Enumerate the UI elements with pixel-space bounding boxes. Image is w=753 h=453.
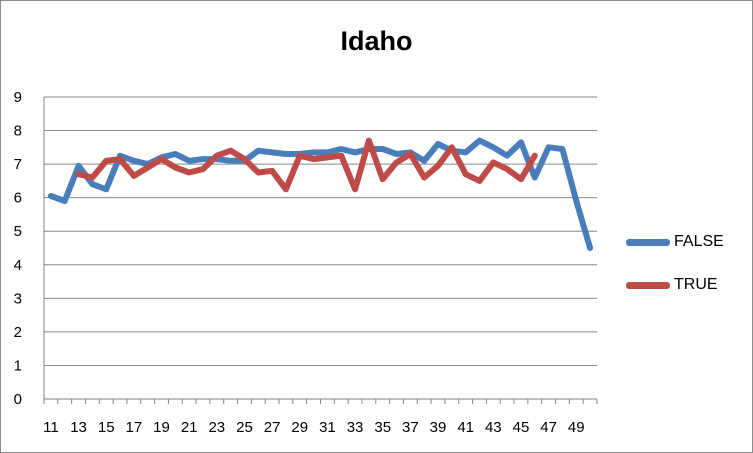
- x-tick-label: 15: [98, 419, 115, 436]
- y-tick-label: 4: [14, 257, 22, 274]
- y-tick-label: 2: [14, 324, 22, 341]
- y-tick-label: 1: [14, 357, 22, 374]
- x-tick-label: 43: [485, 419, 502, 436]
- y-tick-label: 9: [14, 89, 22, 106]
- x-tick-label: 19: [153, 419, 170, 436]
- x-tick-label: 41: [457, 419, 474, 436]
- y-tick-label: 5: [14, 223, 22, 240]
- x-tick-label: 21: [181, 419, 198, 436]
- x-tick-label: 35: [374, 419, 391, 436]
- legend-label-true: TRUE: [674, 276, 718, 293]
- y-tick-label: 7: [14, 156, 22, 173]
- x-tick-label: 11: [43, 419, 59, 436]
- chart-title: Idaho: [340, 26, 413, 56]
- x-tick-label: 45: [513, 419, 530, 436]
- y-tick-label: 0: [14, 391, 22, 408]
- legend: FALSE TRUE: [626, 230, 746, 316]
- x-tick-label: 31: [319, 419, 336, 436]
- y-tick-label: 6: [14, 190, 22, 207]
- series-line-true: [75, 137, 538, 193]
- legend-item-false: FALSE: [626, 230, 746, 254]
- x-tick-label: 29: [291, 419, 308, 436]
- x-tick-label: 25: [236, 419, 253, 436]
- x-tick-label: 37: [402, 419, 419, 436]
- y-tick-label: 8: [14, 123, 22, 140]
- x-tick-label: 33: [347, 419, 364, 436]
- legend-swatch-true: [626, 281, 670, 289]
- legend-label-false: FALSE: [674, 233, 724, 250]
- x-tick-label: 13: [70, 419, 87, 436]
- series-line-false: [47, 137, 594, 251]
- legend-swatch-false: [626, 238, 670, 246]
- x-tick-label: 47: [540, 419, 557, 436]
- x-tick-label: 23: [208, 419, 225, 436]
- y-tick-label: 3: [14, 290, 22, 307]
- x-tick-label: 17: [126, 419, 143, 436]
- x-tick-label: 39: [430, 419, 447, 436]
- legend-item-true: TRUE: [626, 273, 746, 297]
- x-tick-label: 49: [568, 419, 585, 436]
- x-tick-label: 27: [264, 419, 281, 436]
